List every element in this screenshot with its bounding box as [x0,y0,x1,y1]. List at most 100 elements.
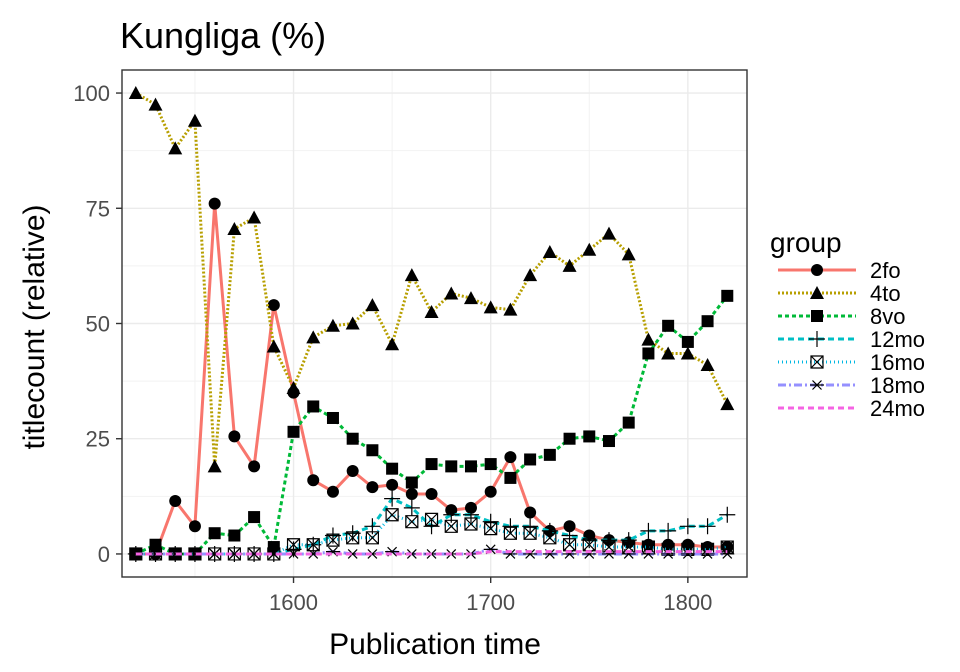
data-point-8vo [504,471,517,484]
data-point-16mo [543,531,557,545]
axes: 0 25 50 75 100 1600 1700 1800 [73,69,748,615]
data-point-4to [227,222,242,236]
legend-label-4to: 4to [870,281,901,306]
data-point-8vo [445,460,458,473]
legend-label-24mo: 24mo [870,396,925,421]
data-point-4to [404,268,419,282]
y-tick-label: 25 [86,427,110,452]
data-point-12mo [502,518,519,535]
data-point-4to [621,247,636,261]
data-point-8vo [287,425,300,438]
y-tick-label: 100 [73,81,110,106]
data-point-12mo [620,532,637,549]
data-point-16mo [641,540,656,554]
data-point-16mo [484,522,498,536]
data-point-4to [463,291,478,305]
data-point-12mo [384,490,401,507]
data-point-16mo [286,538,301,552]
data-point-16mo [582,538,596,552]
legend-key-marker [811,264,823,276]
legend-label-12mo: 12mo [870,327,925,352]
data-point-4to [168,141,183,155]
data-point-16mo [306,538,320,552]
data-point-2fo [307,474,320,487]
data-point-8vo [405,476,418,489]
data-point-2fo [681,538,694,551]
data-point-2fo [405,488,418,501]
legend-label-2fo: 2fo [870,258,901,283]
data-point-8vo [622,416,635,429]
data-point-2fo [228,430,241,443]
data-point-16mo [424,512,439,526]
legend-key-marker [811,310,823,322]
data-point-2fo [326,485,339,498]
data-point-8vo [228,529,241,542]
data-point-16mo [444,519,458,533]
data-point-8vo [524,453,537,466]
legend-item-2fo: 2fo [778,258,901,283]
series-line-24mo [135,550,728,556]
data-point-12mo [423,518,440,535]
data-point-12mo [679,518,696,535]
data-point-2fo [386,478,399,491]
data-point-4to [385,337,400,351]
y-tick-label: 50 [86,312,110,337]
data-point-2fo [248,460,261,473]
data-point-2fo [208,197,221,210]
y-tick-label: 0 [98,542,110,567]
data-point-8vo [681,335,694,348]
data-point-4to [187,113,202,127]
data-point-8vo [642,347,655,360]
data-point-12mo [462,506,479,523]
data-point-4to [483,300,498,314]
legend-item-24mo: 24mo [778,396,925,421]
x-tick-label: 1800 [663,590,712,615]
data-point-4to [523,268,538,282]
series-layer [127,86,736,562]
data-point-2fo [524,506,537,519]
data-point-4to [306,330,321,344]
chart-title: Kungliga (%) [120,15,326,56]
y-axis-title: titlecount (relative) [18,204,51,449]
legend-key-marker [809,331,825,347]
data-point-8vo [563,432,576,445]
data-point-8vo [662,319,675,332]
data-point-4to [661,346,676,360]
series-24mo [135,550,728,556]
data-point-4to [582,242,597,256]
data-point-2fo [484,485,497,498]
data-point-2fo [346,464,359,477]
legend-title: group [770,227,842,258]
data-point-4to [503,302,518,316]
data-point-2fo [169,494,182,507]
data-point-4to [325,318,340,332]
data-point-4to [680,346,695,360]
data-point-16mo [326,533,340,547]
data-point-12mo [403,499,420,516]
data-point-8vo [721,289,734,302]
data-point-16mo [720,540,734,554]
data-point-2fo [425,488,438,501]
data-point-4to [247,210,262,224]
legend-key-marker [810,355,824,369]
data-point-4to [207,459,222,473]
data-point-12mo [561,527,578,544]
data-point-4to [424,304,439,318]
legend-item-16mo: 16mo [778,350,925,375]
data-point-2fo [366,481,379,494]
data-point-2fo [563,520,576,533]
data-point-8vo [484,458,497,471]
data-point-16mo [562,538,577,552]
data-point-8vo [602,435,615,448]
data-point-16mo [464,517,478,531]
data-point-12mo [600,532,617,549]
data-point-12mo [541,522,558,539]
data-point-8vo [425,458,438,471]
legend-label-8vo: 8vo [870,304,905,329]
data-point-8vo [346,432,359,445]
data-point-12mo [719,506,736,523]
data-point-4to [266,339,281,353]
legend-key-marker [810,380,824,390]
data-point-8vo [464,460,477,473]
data-point-4to [286,381,301,395]
